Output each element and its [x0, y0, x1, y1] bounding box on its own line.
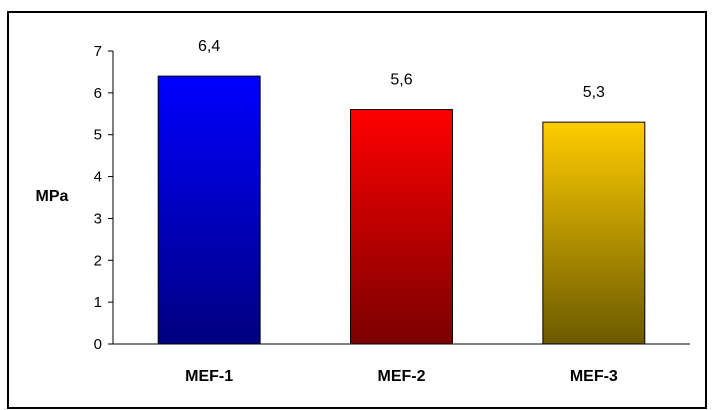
y-tick-label: 7: [94, 43, 102, 60]
category-labels: MEF-1 MEF-2 MEF-3: [185, 368, 618, 385]
y-tick-label: 3: [94, 210, 102, 227]
value-labels: 6,4 5,6 5,3: [198, 38, 605, 101]
y-tick-label: 1: [94, 294, 102, 311]
y-ticks: 0 1 2 3 4 5 6 7: [94, 43, 113, 353]
y-tick-label: 5: [94, 127, 102, 144]
y-axis-title: MPa: [36, 188, 69, 205]
bar-mef-3: [542, 121, 646, 345]
x-tick-label: MEF-2: [378, 368, 426, 385]
bars: [157, 75, 646, 345]
y-tick-label: 4: [94, 169, 102, 186]
x-tick-label: MEF-3: [570, 368, 618, 385]
bar-mef-2: [350, 109, 453, 345]
data-label: 5,6: [390, 72, 412, 89]
y-tick-label: 6: [94, 85, 102, 102]
x-tick-label: MEF-1: [185, 368, 233, 385]
data-label: 6,4: [198, 38, 220, 55]
y-tick-label: 0: [94, 336, 102, 353]
bar-mef-1: [157, 75, 261, 345]
y-tick-label: 2: [94, 252, 102, 269]
data-label: 5,3: [583, 84, 605, 101]
